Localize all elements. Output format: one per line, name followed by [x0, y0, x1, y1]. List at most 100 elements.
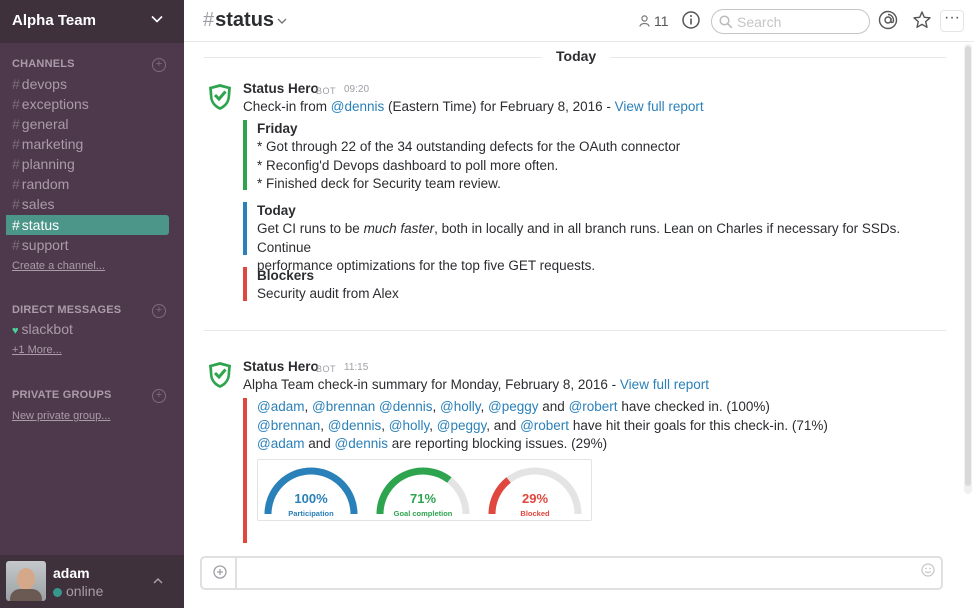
message-timestamp[interactable]: 09:20 [344, 84, 370, 95]
channel-label: general [21, 116, 69, 132]
mentions-icon[interactable] [878, 10, 898, 30]
summary-text: are reporting blocking issues. (29%) [388, 436, 608, 451]
channel-support[interactable]: # support [6, 235, 169, 255]
add-group-icon[interactable]: + [152, 389, 166, 403]
channel-label: marketing [21, 136, 84, 152]
member-count[interactable]: 11 [639, 13, 669, 29]
new-private-group-link[interactable]: New private group... [12, 410, 111, 422]
member-count-value: 11 [654, 13, 669, 29]
scrollbar-thumb[interactable] [965, 46, 971, 486]
user-mention-link[interactable]: @holly [440, 399, 481, 414]
user-status: online [53, 583, 103, 599]
channel-title[interactable]: #status [203, 9, 274, 32]
channel-sales[interactable]: # sales [6, 194, 169, 214]
hash-icon: # [12, 237, 20, 253]
channel-label: status [21, 217, 60, 233]
message-author[interactable]: Status Hero [243, 81, 319, 96]
user-mention-link[interactable]: @robert [520, 417, 570, 433]
message-author[interactable]: Status Hero [243, 359, 319, 374]
emoji-icon[interactable] [921, 563, 935, 577]
hash-icon: # [12, 96, 20, 112]
view-full-report-link[interactable]: View full report [614, 99, 704, 114]
create-channel-link[interactable]: Create a channel... [12, 260, 105, 272]
gauges-image[interactable]: 100% Participation 71% Goal completion 2… [257, 459, 592, 521]
user-mention-link[interactable]: @adam [257, 399, 305, 414]
channel-random[interactable]: # random [6, 174, 169, 194]
message-separator [204, 330, 946, 331]
user-mention-link[interactable]: @brennan [257, 417, 321, 433]
message-input[interactable] [200, 556, 943, 590]
user-mention-link[interactable]: @dennis [379, 399, 433, 414]
sidebar: Alpha Team CHANNELS + # devops # exception… [0, 0, 184, 608]
user-mention-link[interactable]: @holly [388, 417, 430, 433]
search-input[interactable]: Search [711, 9, 870, 34]
attachment-line: * Got through 22 of the 34 outstanding d… [257, 139, 681, 154]
message-intro: Alpha Team check-in summary for Monday, … [243, 376, 709, 394]
user-mention-link[interactable]: @brennan [312, 399, 376, 414]
more-options-button[interactable]: ··· [940, 10, 964, 32]
hash-icon: # [12, 76, 20, 92]
star-icon[interactable] [912, 10, 932, 30]
message-intro: Check-in from @dennis (Eastern Time) for… [243, 98, 704, 116]
channel-devops[interactable]: # devops [6, 74, 169, 94]
channel-general[interactable]: # general [6, 114, 169, 134]
user-mention-link[interactable]: @adam [257, 436, 305, 451]
dm-label: slackbot [21, 321, 73, 337]
search-icon [719, 15, 733, 29]
user-mention-link[interactable]: @dennis [330, 99, 385, 114]
status-text: online [66, 583, 104, 599]
blockers-attachment: Blockers Security audit from Alex [243, 267, 943, 301]
channel-label: planning [21, 156, 75, 172]
user-mention-link[interactable]: @peggy [436, 417, 487, 433]
hash-icon: # [12, 196, 20, 212]
attachment-line: performance optimizations for the top fi… [257, 258, 596, 273]
user-menu[interactable]: adam online [0, 555, 184, 608]
add-channel-icon[interactable]: + [152, 58, 166, 72]
info-icon[interactable] [681, 10, 701, 30]
add-dm-icon[interactable]: + [152, 304, 166, 318]
chevron-down-icon[interactable] [276, 15, 288, 27]
channels-section-title[interactable]: CHANNELS [12, 58, 75, 70]
view-full-report-link[interactable]: View full report [619, 377, 709, 392]
user-mention-link[interactable]: @dennis [327, 417, 382, 433]
channel-label: support [21, 237, 69, 253]
conjunction: and [308, 436, 331, 451]
gauge-participation: 100% Participation [263, 466, 359, 518]
channel-label: random [21, 176, 70, 192]
plus-circle-icon [213, 565, 227, 579]
search-placeholder: Search [737, 14, 782, 30]
conjunction: and [542, 399, 565, 414]
user-mention-link[interactable]: @robert [568, 399, 618, 414]
text-segment: , both in locally and in all branch runs… [257, 221, 901, 255]
shield-check-icon [209, 362, 231, 388]
day-label: Today [542, 48, 611, 64]
summary-text: have hit their goals for this check-in. … [569, 417, 828, 433]
attachment-title: Today [257, 203, 296, 218]
user-mention-link[interactable]: @dennis [334, 436, 389, 451]
channel-header: #status 11 Search ··· [184, 0, 974, 42]
file-upload-button[interactable] [202, 558, 237, 588]
user-mention-link[interactable]: @peggy [488, 399, 539, 414]
channel-exceptions[interactable]: # exceptions [6, 94, 169, 114]
private-groups-title[interactable]: PRIVATE GROUPS [12, 389, 112, 401]
channel-status[interactable]: # status [6, 215, 169, 235]
presence-dot-icon [53, 587, 62, 597]
direct-messages-title[interactable]: DIRECT MESSAGES [12, 304, 122, 316]
channel-label: devops [21, 76, 67, 92]
bot-badge: BOT [316, 364, 337, 374]
dm-slackbot[interactable]: ♥ slackbot [12, 321, 73, 337]
chevron-up-icon[interactable] [152, 575, 164, 587]
channel-planning[interactable]: # planning [6, 154, 169, 174]
shield-check-icon [209, 84, 231, 110]
message-timestamp[interactable]: 11:15 [344, 362, 369, 373]
intro-text: Alpha Team check-in summary for Monday, … [243, 377, 620, 392]
hash-icon: # [12, 176, 20, 192]
more-dms-link[interactable]: +1 More... [12, 344, 62, 356]
channel-marketing[interactable]: # marketing [6, 134, 169, 154]
avatar[interactable] [6, 561, 46, 601]
team-menu[interactable]: Alpha Team [0, 0, 184, 43]
attachment-title: Blockers [257, 268, 315, 283]
attachment-line: Get CI runs to be much faster, both in l… [257, 220, 943, 257]
hash-icon: # [12, 217, 20, 233]
main-pane: #status 11 Search ··· Today Status Hero … [184, 0, 974, 608]
